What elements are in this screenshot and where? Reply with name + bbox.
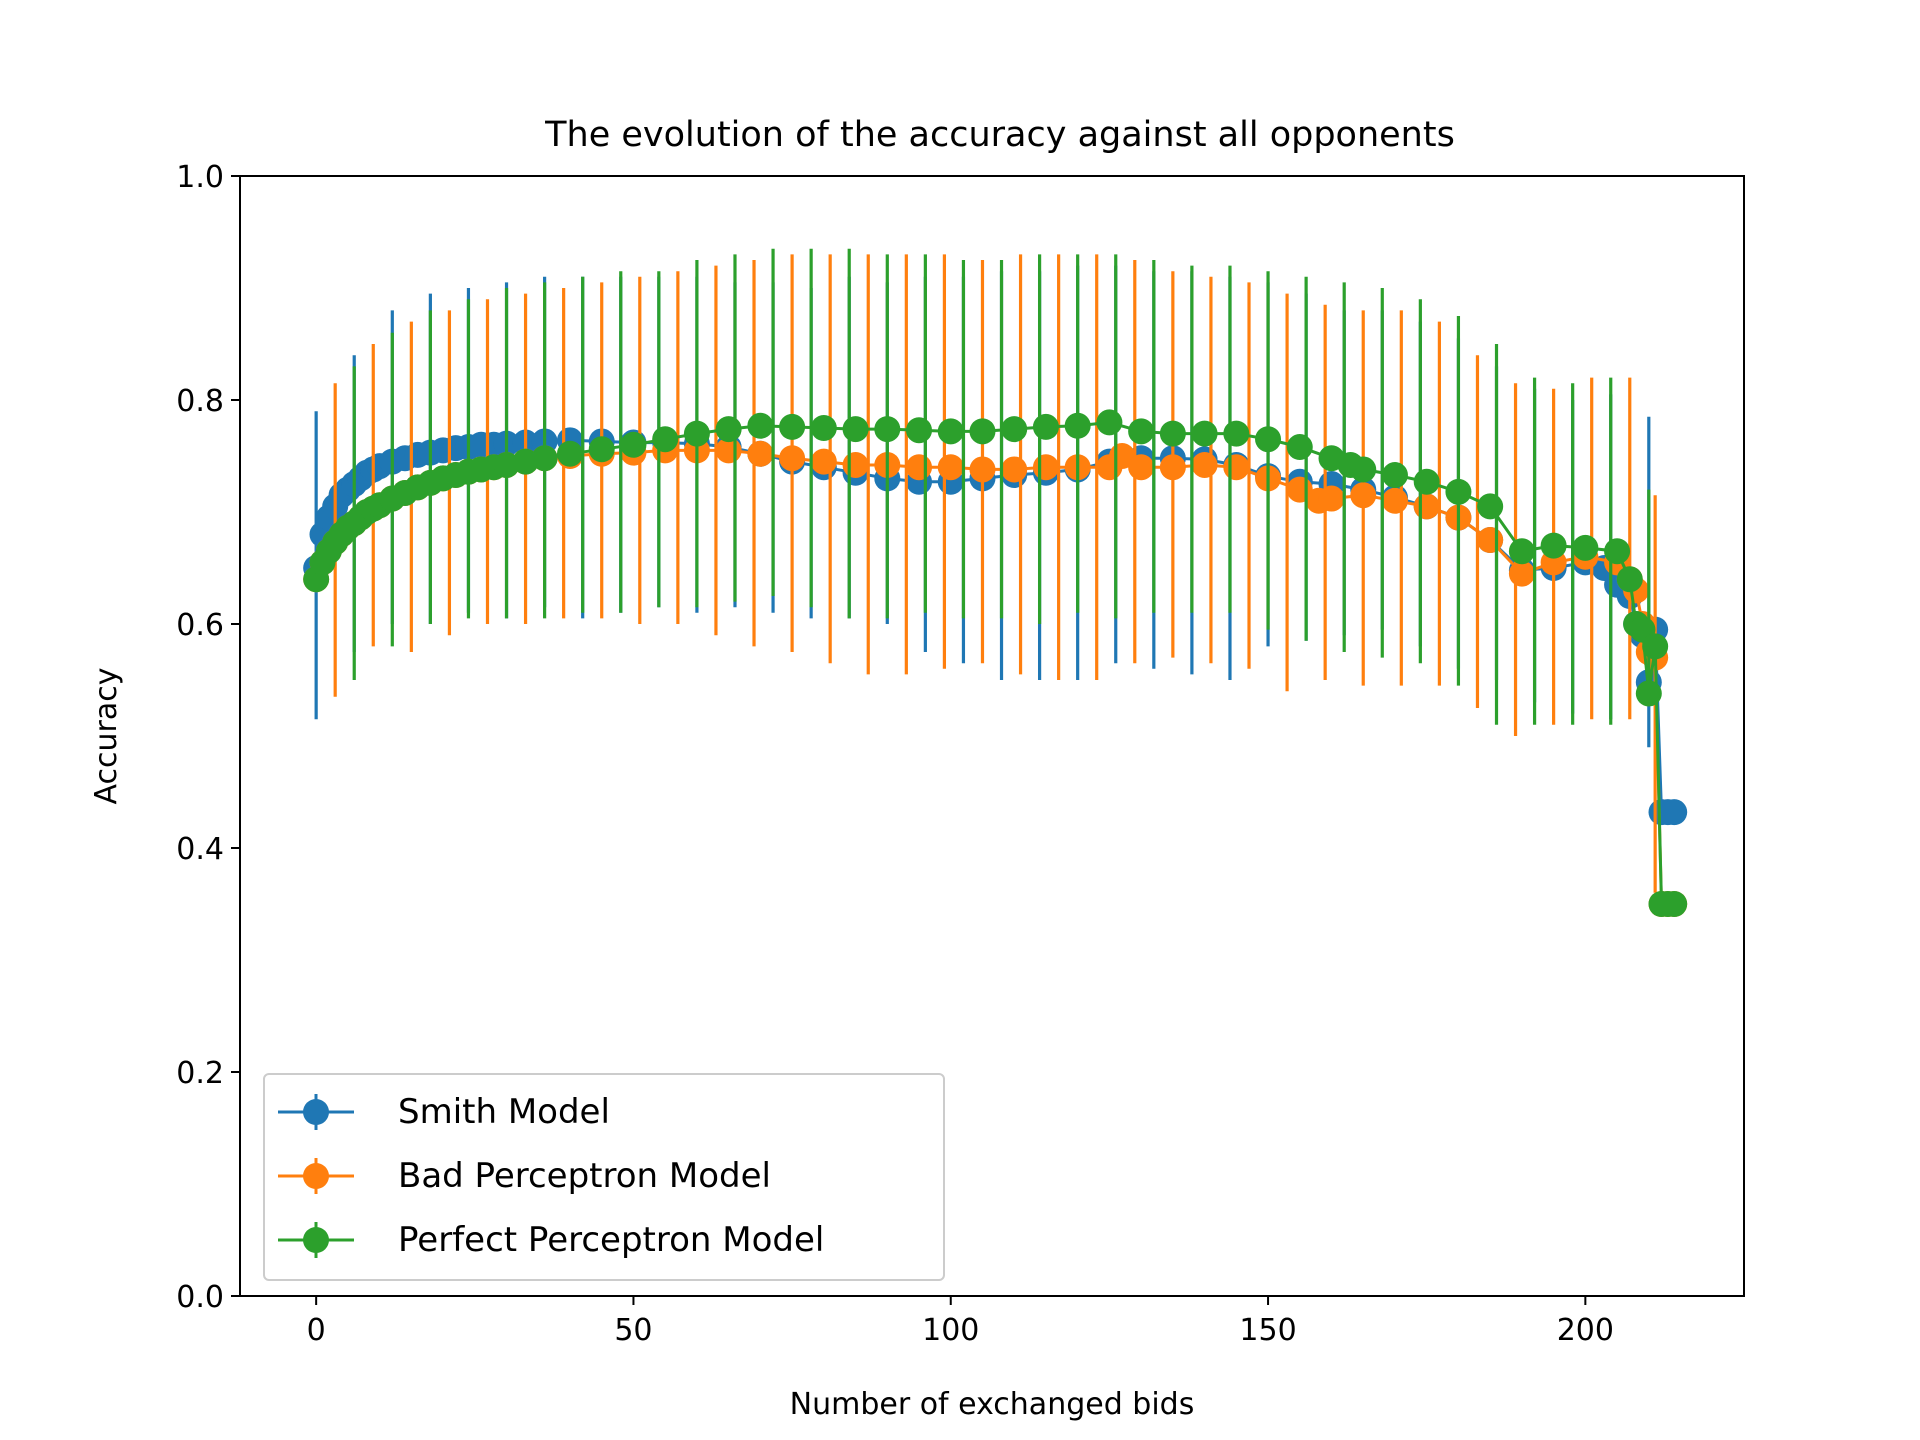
data-point <box>1128 454 1155 481</box>
y-tick-label: 1.0 <box>176 160 224 195</box>
data-point <box>1255 426 1282 453</box>
legend-label: Perfect Perceptron Model <box>398 1220 824 1260</box>
data-point <box>1661 799 1688 826</box>
data-point <box>779 413 806 440</box>
data-point <box>1445 478 1472 505</box>
data-point <box>1508 560 1535 587</box>
data-point <box>652 426 679 453</box>
data-point <box>1635 680 1662 707</box>
legend-marker <box>303 1099 329 1125</box>
data-point <box>1540 532 1567 559</box>
data-point <box>1001 456 1028 483</box>
data-point <box>906 417 933 444</box>
data-point <box>1032 454 1059 481</box>
data-point <box>1223 420 1250 447</box>
data-point <box>1508 538 1535 565</box>
legend-marker <box>303 1163 329 1189</box>
data-point <box>874 416 901 443</box>
data-point <box>1477 493 1504 520</box>
plot-area <box>303 248 1688 917</box>
data-point <box>715 416 742 443</box>
plot-frame <box>239 175 1745 1297</box>
chart-title: The evolution of the accuracy against al… <box>544 115 1455 155</box>
legend-item: Bad Perceptron Model <box>278 1156 771 1196</box>
data-point <box>1616 566 1643 593</box>
data-point <box>747 440 774 467</box>
data-point <box>906 454 933 481</box>
data-point <box>556 440 583 467</box>
data-point <box>1223 454 1250 481</box>
legend-item: Smith Model <box>278 1092 610 1132</box>
data-point <box>969 456 996 483</box>
data-point <box>1191 451 1218 478</box>
data-point <box>1350 482 1377 509</box>
data-point <box>810 415 837 441</box>
data-point <box>969 418 996 445</box>
data-point <box>842 451 869 478</box>
data-point <box>842 416 869 443</box>
x-tick-label: 100 <box>922 1313 979 1348</box>
data-point <box>1604 538 1631 565</box>
data-point <box>1572 534 1599 561</box>
y-axis: 0.0 0.2 0.4 0.6 0.8 1.0 <box>176 160 240 1315</box>
legend-label: Bad Perceptron Model <box>398 1156 771 1196</box>
data-point <box>683 420 710 447</box>
legend-item: Perfect Perceptron Model <box>278 1220 824 1260</box>
data-point <box>810 448 837 475</box>
y-tick-label: 0.2 <box>176 1056 224 1091</box>
x-axis-label: Number of exchanged bids <box>790 1387 1195 1422</box>
x-tick-label: 0 <box>307 1313 326 1348</box>
data-point <box>1191 420 1218 447</box>
data-point <box>1350 456 1377 483</box>
data-point <box>1159 420 1186 447</box>
y-tick-label: 0.8 <box>176 384 224 419</box>
data-point <box>779 445 806 472</box>
x-tick-label: 200 <box>1557 1313 1614 1348</box>
data-point <box>620 431 647 458</box>
y-tick-label: 0.4 <box>176 832 224 867</box>
legend-marker <box>303 1227 329 1253</box>
data-point <box>1413 493 1440 520</box>
data-point <box>747 412 774 439</box>
data-point <box>1318 485 1345 512</box>
data-point <box>937 418 964 445</box>
data-point <box>1661 891 1688 917</box>
data-point <box>1064 412 1091 439</box>
x-axis: 0 50 100 150 200 <box>307 1296 1614 1348</box>
series-3 <box>303 248 1688 917</box>
y-axis-label: Accuracy <box>89 668 124 805</box>
y-tick-label: 0.0 <box>176 1280 224 1315</box>
data-point <box>1286 434 1313 461</box>
data-point <box>1381 487 1408 514</box>
data-point <box>1096 409 1123 436</box>
data-point <box>1413 468 1440 495</box>
data-point <box>531 445 558 472</box>
data-point <box>1642 633 1669 660</box>
data-point <box>937 454 964 481</box>
legend-box <box>263 1073 945 1281</box>
x-tick-label: 150 <box>1239 1313 1296 1348</box>
data-point <box>1477 527 1504 553</box>
y-tick-label: 0.6 <box>176 608 224 643</box>
data-point <box>1032 413 1059 440</box>
data-point <box>1159 454 1186 481</box>
data-point <box>1001 416 1028 443</box>
legend: Smith Model Bad Perceptron Model Perfect P… <box>263 1073 945 1281</box>
data-point <box>588 436 615 463</box>
x-tick-label: 50 <box>614 1313 652 1348</box>
data-point <box>1128 418 1155 445</box>
data-point <box>1381 462 1408 489</box>
legend-label: Smith Model <box>398 1092 610 1132</box>
